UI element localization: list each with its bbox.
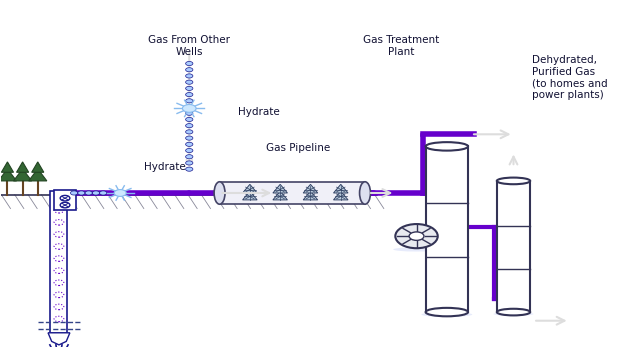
- Circle shape: [185, 105, 193, 109]
- Polygon shape: [333, 191, 348, 200]
- Ellipse shape: [497, 309, 530, 315]
- Bar: [426, 147, 468, 312]
- Bar: [220, 182, 365, 204]
- Ellipse shape: [421, 312, 472, 317]
- Bar: [497, 181, 530, 312]
- Polygon shape: [48, 333, 70, 345]
- Polygon shape: [333, 184, 348, 193]
- Polygon shape: [303, 191, 318, 200]
- Circle shape: [185, 149, 193, 152]
- Circle shape: [114, 190, 126, 196]
- Ellipse shape: [393, 247, 440, 252]
- Circle shape: [185, 68, 193, 72]
- Circle shape: [78, 191, 85, 195]
- Polygon shape: [17, 162, 29, 172]
- Polygon shape: [303, 184, 318, 193]
- Circle shape: [100, 191, 107, 195]
- Circle shape: [185, 93, 193, 97]
- Circle shape: [85, 191, 92, 195]
- Polygon shape: [14, 169, 32, 181]
- Circle shape: [185, 155, 193, 159]
- Ellipse shape: [426, 308, 468, 316]
- Ellipse shape: [426, 142, 468, 151]
- Circle shape: [60, 196, 70, 201]
- Circle shape: [92, 191, 100, 195]
- Polygon shape: [273, 191, 288, 200]
- Bar: [51, 191, 67, 333]
- Polygon shape: [243, 191, 257, 200]
- Circle shape: [185, 74, 193, 78]
- Circle shape: [185, 80, 193, 84]
- Polygon shape: [32, 162, 44, 172]
- Ellipse shape: [494, 312, 534, 316]
- Circle shape: [185, 62, 193, 66]
- Text: Gas Pipeline: Gas Pipeline: [266, 143, 331, 153]
- Ellipse shape: [497, 177, 530, 184]
- Polygon shape: [29, 169, 47, 181]
- Polygon shape: [243, 184, 257, 193]
- Text: Hydrate: Hydrate: [238, 107, 280, 117]
- Circle shape: [185, 86, 193, 90]
- Bar: [54, 190, 76, 210]
- Circle shape: [185, 111, 193, 115]
- Circle shape: [185, 136, 193, 140]
- Circle shape: [409, 232, 424, 240]
- Ellipse shape: [214, 182, 225, 204]
- Ellipse shape: [359, 182, 371, 204]
- Circle shape: [396, 224, 438, 248]
- Circle shape: [60, 202, 70, 208]
- Text: Dehydrated,
Purified Gas
(to homes and
power plants): Dehydrated, Purified Gas (to homes and p…: [532, 55, 607, 100]
- Circle shape: [182, 104, 196, 112]
- Circle shape: [185, 124, 193, 128]
- Circle shape: [185, 117, 193, 121]
- Circle shape: [185, 142, 193, 147]
- Polygon shape: [0, 169, 17, 181]
- Circle shape: [185, 167, 193, 171]
- Circle shape: [185, 99, 193, 103]
- Text: Gas Treatment
Plant: Gas Treatment Plant: [363, 35, 439, 57]
- Text: Hydrate: Hydrate: [144, 162, 185, 172]
- Circle shape: [71, 191, 78, 195]
- Text: Gas From Other
Wells: Gas From Other Wells: [149, 35, 230, 57]
- Circle shape: [185, 161, 193, 165]
- Polygon shape: [1, 162, 14, 172]
- Polygon shape: [273, 184, 288, 193]
- Circle shape: [185, 130, 193, 134]
